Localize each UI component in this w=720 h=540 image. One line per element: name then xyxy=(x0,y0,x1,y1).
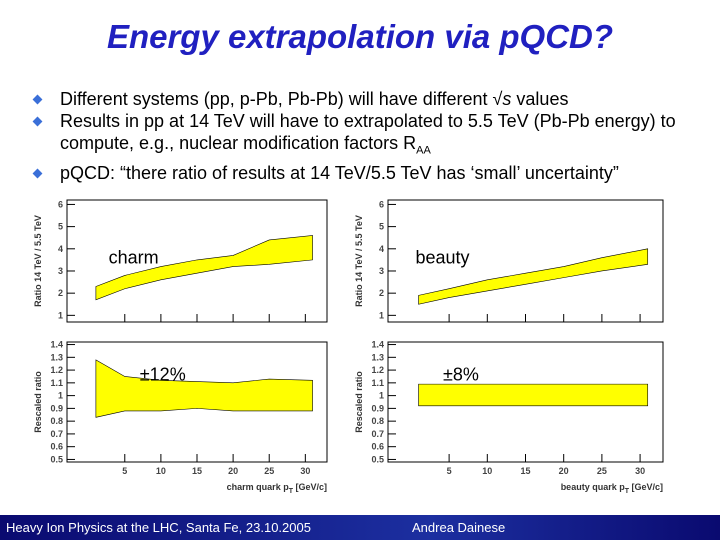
y-tick-label: 1.1 xyxy=(50,378,63,388)
uncertainty-band xyxy=(418,248,649,305)
plot-label: ±8% xyxy=(443,364,479,384)
y-tick-label: 1.3 xyxy=(50,352,63,362)
y-tick-label: 2 xyxy=(379,288,384,298)
y-tick-label: 0.7 xyxy=(50,429,63,439)
y-tick-label: 6 xyxy=(379,199,384,209)
y-axis-label: Rescaled ratio xyxy=(354,371,364,433)
bullet-text: √ xyxy=(492,89,503,109)
x-axis-label-part: beauty quark p xyxy=(561,482,626,492)
slide-title: Energy extrapolation via pQCD? xyxy=(106,18,614,55)
bullet-text: p xyxy=(60,162,71,183)
uncertainty-band xyxy=(95,235,313,301)
x-axis-label-part: [GeV/c] xyxy=(629,482,663,492)
y-tick-label: 3 xyxy=(379,266,384,276)
y-tick-label: 1.4 xyxy=(371,340,384,350)
x-tick-label: 25 xyxy=(597,466,607,476)
x-axis-label-part: T xyxy=(289,488,294,495)
x-axis-label-part: [GeV/c] xyxy=(293,482,327,492)
x-tick-label: 30 xyxy=(635,466,645,476)
y-tick-label: 1 xyxy=(58,310,63,320)
bullet-text: QCD: “there ratio of results at 14 TeV/5… xyxy=(70,162,619,183)
y-tick-label: 1 xyxy=(379,310,384,320)
x-tick-label: 10 xyxy=(156,466,166,476)
plot-label: ±12% xyxy=(140,364,186,384)
y-tick-label: 1.2 xyxy=(50,365,63,375)
bullet-text: s xyxy=(502,89,512,109)
y-tick-label: 0.6 xyxy=(371,442,384,452)
y-axis-label: Ratio 14 TeV / 5.5 TeV xyxy=(33,215,43,307)
bullet-text: values xyxy=(511,89,569,109)
bullet-list: Different systems (pp, p-Pb, Pb-Pb) will… xyxy=(30,88,700,184)
bullet-text: Results in pp at 14 TeV will have to ext… xyxy=(60,111,676,153)
x-tick-label: 15 xyxy=(192,466,202,476)
y-tick-label: 1 xyxy=(58,391,63,401)
y-axis-label: Rescaled ratio xyxy=(33,371,43,433)
y-tick-label: 1.2 xyxy=(371,365,384,375)
y-tick-label: 0.5 xyxy=(50,454,63,464)
y-tick-label: 0.7 xyxy=(371,429,384,439)
x-axis-label-part: charm quark p xyxy=(227,482,290,492)
y-tick-label: 0.5 xyxy=(371,454,384,464)
bullet: Different systems (pp, p-Pb, Pb-Pb) will… xyxy=(30,88,700,110)
plot-label: beauty xyxy=(416,247,470,267)
y-tick-label: 0.9 xyxy=(371,403,384,413)
uncertainty-band xyxy=(418,383,649,407)
x-axis-label: charm quark pT [GeV/c] xyxy=(227,482,327,495)
y-tick-label: 4 xyxy=(379,244,384,254)
y-tick-label: 2 xyxy=(58,288,63,298)
y-tick-label: 0.8 xyxy=(371,416,384,426)
plots: 1 2 3 4 5 6 Ratio 14 TeV / 5.5 TeV charm 1 2 3 4 5 6 R… xyxy=(33,199,664,495)
x-tick-label: 5 xyxy=(122,466,127,476)
x-tick-label: 5 xyxy=(447,466,452,476)
y-tick-label: 0.9 xyxy=(50,403,63,413)
x-tick-label: 20 xyxy=(228,466,238,476)
x-tick-label: 25 xyxy=(264,466,274,476)
bullet: Results in pp at 14 TeV will have to ext… xyxy=(30,110,700,162)
footer-text: Heavy Ion Physics at the LHC, Santa Fe, … xyxy=(6,520,311,535)
footer-author: Andrea Dainese xyxy=(412,520,506,535)
y-tick-label: 1.1 xyxy=(371,378,384,388)
y-tick-label: 5 xyxy=(58,222,63,232)
x-tick-label: 10 xyxy=(482,466,492,476)
y-tick-label: 0.8 xyxy=(50,416,63,426)
y-tick-label: 4 xyxy=(58,244,63,254)
y-axis-label: Ratio 14 TeV / 5.5 TeV xyxy=(354,215,364,307)
x-tick-label: 20 xyxy=(559,466,569,476)
bullet-subscript: AA xyxy=(416,144,431,157)
x-tick-label: 30 xyxy=(300,466,310,476)
uncertainty-band xyxy=(95,359,313,418)
y-tick-label: 0.6 xyxy=(50,442,63,452)
x-axis-label-part: T xyxy=(625,488,630,495)
plot-label: charm xyxy=(109,247,159,267)
y-tick-label: 3 xyxy=(58,266,63,276)
bullet: pQCD: “there ratio of results at 14 TeV/… xyxy=(30,162,700,184)
footer: Heavy Ion Physics at the LHC, Santa Fe, … xyxy=(0,515,720,540)
y-tick-label: 6 xyxy=(58,199,63,209)
x-tick-label: 15 xyxy=(520,466,530,476)
y-tick-label: 5 xyxy=(379,222,384,232)
x-axis-label: beauty quark pT [GeV/c] xyxy=(561,482,663,495)
bullet-text: Different systems (pp, p-Pb, Pb-Pb) will… xyxy=(60,89,493,109)
y-tick-label: 1 xyxy=(379,391,384,401)
y-tick-label: 1.3 xyxy=(371,352,384,362)
y-tick-label: 1.4 xyxy=(50,340,63,350)
